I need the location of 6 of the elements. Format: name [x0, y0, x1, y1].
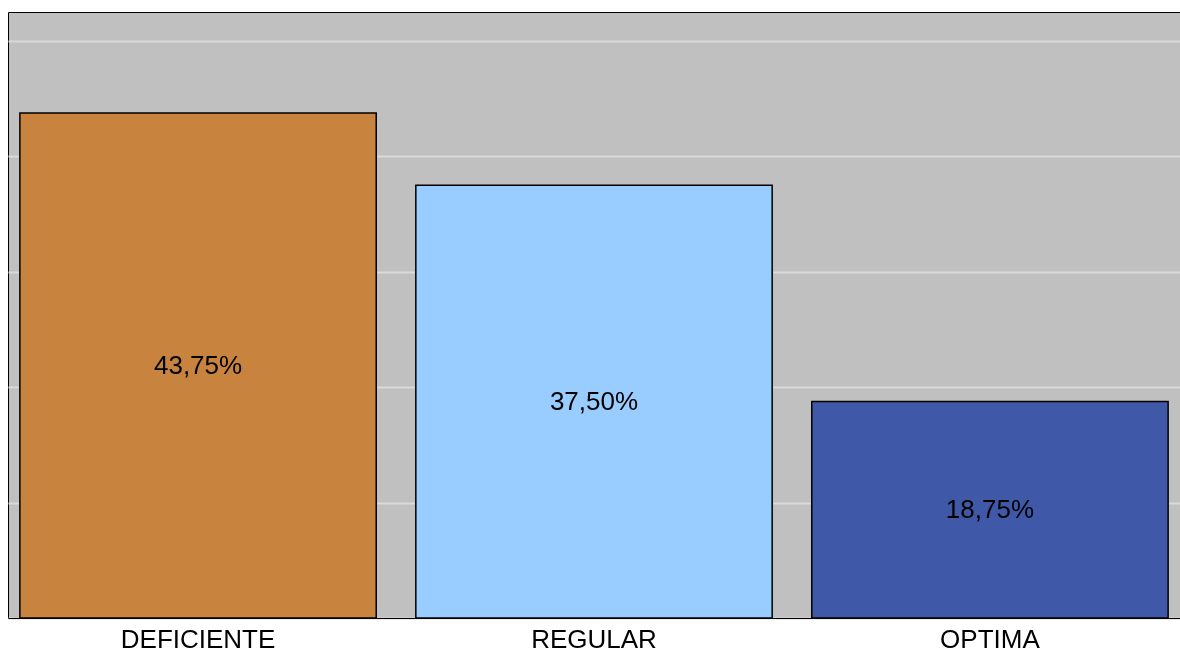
- data-label: 43,75%: [153, 349, 243, 380]
- x-tick-label: DEFICIENTE: [120, 623, 276, 654]
- x-tick-label: REGULAR: [531, 623, 657, 654]
- data-label: 37,50%: [549, 385, 639, 416]
- x-tick-label: OPTIMA: [940, 623, 1041, 654]
- data-label: 18,75%: [945, 493, 1035, 524]
